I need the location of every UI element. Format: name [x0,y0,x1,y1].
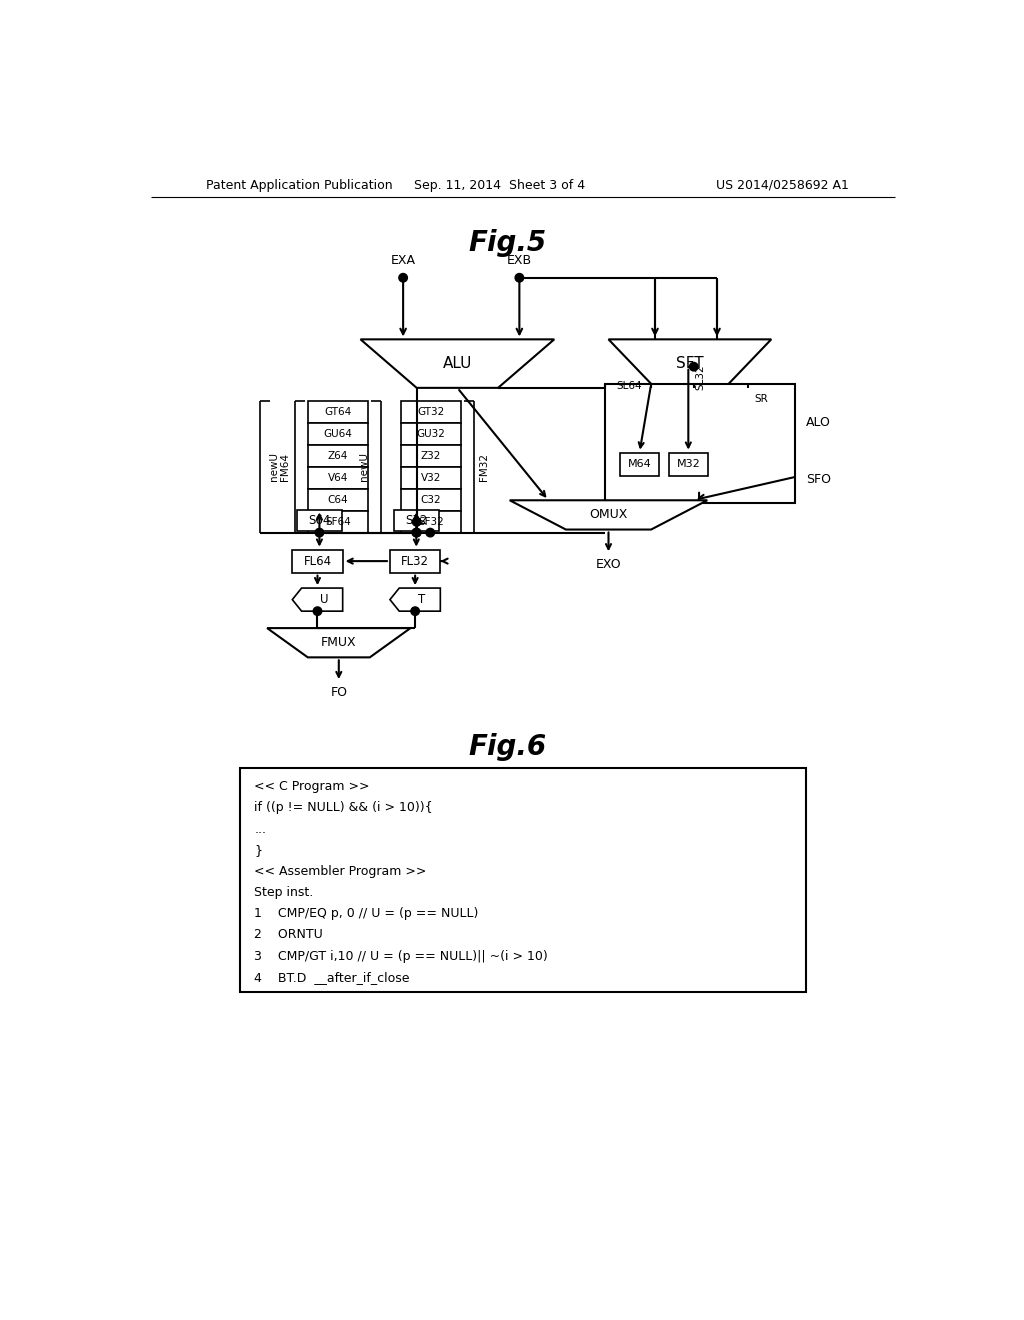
FancyBboxPatch shape [400,511,461,533]
FancyBboxPatch shape [308,467,369,488]
Text: EXA: EXA [390,255,416,268]
Circle shape [426,528,434,537]
Text: Sep. 11, 2014  Sheet 3 of 4: Sep. 11, 2014 Sheet 3 of 4 [415,178,586,191]
Text: C64: C64 [328,495,348,504]
Text: SF64: SF64 [326,516,351,527]
FancyBboxPatch shape [297,510,342,531]
Text: newU: newU [359,453,370,482]
FancyBboxPatch shape [400,445,461,467]
Polygon shape [390,589,440,611]
Circle shape [412,528,421,537]
FancyBboxPatch shape [308,422,369,445]
FancyBboxPatch shape [621,453,658,475]
Text: EXO: EXO [596,558,622,572]
Circle shape [413,528,421,537]
Text: FMUX: FMUX [321,636,356,649]
Text: SL32: SL32 [695,364,706,391]
FancyBboxPatch shape [390,549,440,573]
Text: FL32: FL32 [401,554,429,568]
Text: 1    CMP/EQ p, 0 // U = (p == NULL): 1 CMP/EQ p, 0 // U = (p == NULL) [254,907,478,920]
Text: ALU: ALU [442,356,472,371]
Text: ALO: ALO [806,416,831,429]
Text: Fig.6: Fig.6 [469,734,547,762]
Text: SFT: SFT [676,356,703,371]
FancyBboxPatch shape [669,453,708,475]
Text: SR: SR [755,395,768,404]
Circle shape [411,607,420,615]
Polygon shape [360,339,554,388]
Text: newU: newU [268,453,279,482]
Circle shape [515,273,523,282]
Text: EXB: EXB [507,255,531,268]
Text: SF32: SF32 [418,516,443,527]
FancyBboxPatch shape [241,768,806,991]
Text: << Assembler Program >>: << Assembler Program >> [254,865,427,878]
Text: 4    BT.D  __after_if_close: 4 BT.D __after_if_close [254,970,410,983]
FancyBboxPatch shape [400,467,461,488]
Text: OMUX: OMUX [590,508,628,521]
Circle shape [313,607,322,615]
Text: FL64: FL64 [303,554,332,568]
Text: ...: ... [254,822,266,836]
Text: GT32: GT32 [418,407,444,417]
Text: C32: C32 [421,495,441,504]
Text: M32: M32 [677,459,700,469]
Text: << C Program >>: << C Program >> [254,780,370,793]
Text: Z64: Z64 [328,451,348,461]
Text: }: } [254,843,262,857]
Text: 3    CMP/GT i,10 // U = (p == NULL)|| ~(i > 10): 3 CMP/GT i,10 // U = (p == NULL)|| ~(i >… [254,949,548,962]
FancyBboxPatch shape [308,488,369,511]
Text: S32: S32 [406,513,427,527]
FancyBboxPatch shape [308,445,369,467]
FancyBboxPatch shape [308,401,369,422]
Text: 2    ORNTU: 2 ORNTU [254,928,324,941]
Text: S64: S64 [308,513,331,527]
Text: V64: V64 [328,473,348,483]
Text: Patent Application Publication: Patent Application Publication [206,178,392,191]
Text: Z32: Z32 [421,451,441,461]
Text: SFO: SFO [806,473,831,486]
FancyBboxPatch shape [400,401,461,422]
Text: U: U [321,593,329,606]
Text: Fig.5: Fig.5 [469,230,547,257]
Circle shape [413,517,421,527]
FancyBboxPatch shape [394,510,438,531]
Text: FM32: FM32 [479,453,489,480]
Text: FM64: FM64 [280,453,290,480]
Text: T: T [419,593,426,606]
Text: M64: M64 [628,459,651,469]
Polygon shape [510,500,708,529]
Circle shape [689,363,698,371]
Polygon shape [608,339,771,388]
Text: GU32: GU32 [417,429,445,438]
Text: V32: V32 [421,473,441,483]
FancyBboxPatch shape [308,511,369,533]
FancyBboxPatch shape [400,422,461,445]
FancyBboxPatch shape [604,384,795,503]
Text: if ((p != NULL) && (i > 10)){: if ((p != NULL) && (i > 10)){ [254,801,433,814]
Text: GT64: GT64 [325,407,351,417]
Text: SL64: SL64 [616,381,642,391]
Circle shape [315,528,324,537]
Polygon shape [292,589,343,611]
Text: FO: FO [331,685,347,698]
Text: Step inst.: Step inst. [254,886,313,899]
Polygon shape [267,628,411,657]
Circle shape [399,273,408,282]
Text: US 2014/0258692 A1: US 2014/0258692 A1 [716,178,849,191]
FancyBboxPatch shape [400,488,461,511]
Text: GU64: GU64 [324,429,352,438]
FancyBboxPatch shape [292,549,343,573]
